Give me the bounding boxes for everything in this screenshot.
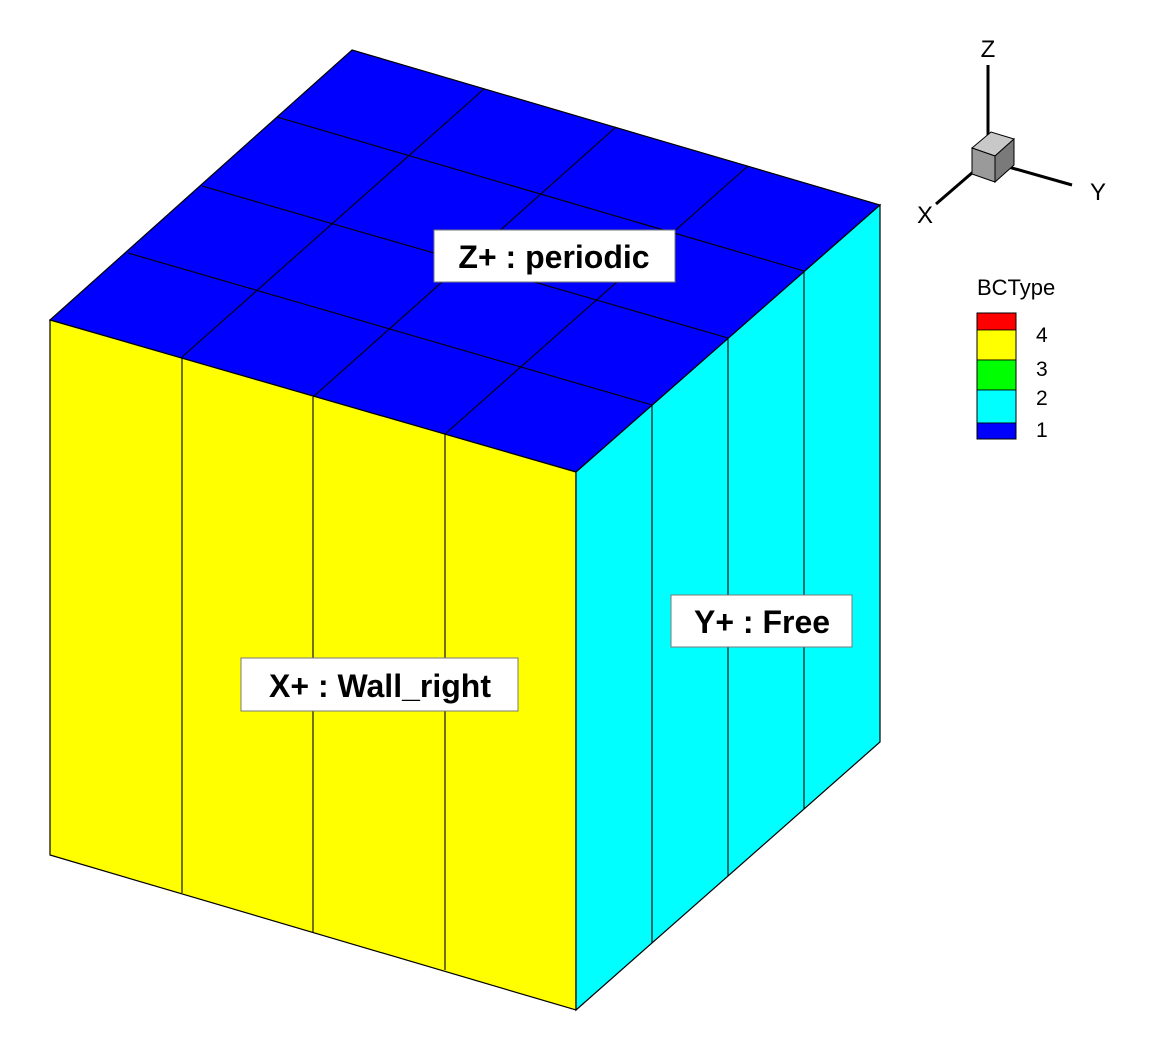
axis-triad: Z Y X: [917, 36, 1106, 229]
legend-tick-4: 4: [1036, 324, 1048, 347]
triad-cube-right: [994, 137, 1015, 184]
right-label-text: Y+ : Free: [694, 604, 830, 640]
top-label: Z+ : periodic: [433, 229, 676, 283]
left-label-text: X+ : Wall_right: [269, 668, 491, 704]
legend-swatch-4: [976, 422, 1017, 440]
x-axis-label: X: [917, 202, 933, 229]
z-axis-label: Z: [981, 36, 996, 63]
legend-swatches: [976, 312, 1017, 440]
legend-frame: [976, 312, 1017, 440]
legend: BCType 4 3 2 1: [976, 275, 1055, 442]
legend-tick-3: 3: [1036, 358, 1048, 381]
y-axis-label: Y: [1090, 179, 1106, 206]
legend-swatch-0: [976, 312, 1017, 331]
legend-title: BCType: [977, 275, 1055, 300]
legend-tick-1: 1: [1036, 419, 1048, 442]
legend-swatch-1: [976, 329, 1017, 361]
left-label: X+ : Wall_right: [240, 657, 519, 712]
legend-tick-2: 2: [1036, 387, 1048, 410]
top-label-text: Z+ : periodic: [458, 239, 649, 275]
legend-swatch-3: [976, 389, 1017, 424]
legend-swatch-2: [976, 359, 1017, 391]
right-label: Y+ : Free: [670, 594, 853, 648]
